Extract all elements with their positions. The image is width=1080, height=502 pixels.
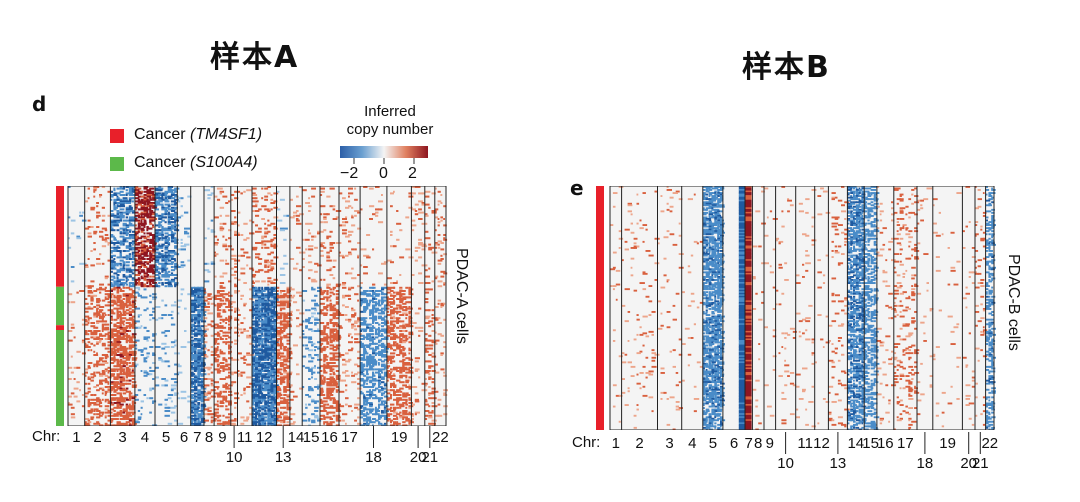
chr-label-19: 19: [391, 429, 408, 446]
legend-swatch-tm4sf1: [110, 129, 124, 143]
chr-label-3: 3: [118, 429, 126, 446]
chr-label-5: 5: [709, 435, 717, 452]
chr-label-13: 13: [275, 449, 292, 466]
scale-title: Inferred copy number: [332, 103, 448, 139]
chr-label-14: 14: [847, 435, 864, 452]
chr-label-21: 21: [972, 455, 989, 472]
legend-item-tm4sf1: Cancer (TM4SF1): [134, 126, 262, 144]
scale-tick-0: 0: [379, 165, 388, 182]
chr-prefix-e: Chr:: [572, 434, 601, 451]
panel-d-letter: d: [32, 92, 47, 116]
chr-label-6: 6: [180, 429, 188, 446]
chr-label-22: 22: [432, 429, 449, 446]
chr-label-6: 6: [730, 435, 738, 452]
chr-label-18: 18: [917, 455, 934, 472]
y-label-pdac-a: PDAC-A cells: [453, 248, 470, 345]
legend-label: Cancer: [134, 126, 186, 143]
heatmap-d-group-bar: [56, 286, 64, 326]
chr-label-1: 1: [72, 429, 80, 446]
chr-label-10: 10: [777, 455, 794, 472]
chr-label-9: 9: [766, 435, 774, 452]
chr-label-8: 8: [205, 429, 213, 446]
chr-label-8: 8: [754, 435, 762, 452]
heatmap-d-group-bar: [56, 186, 64, 287]
heatmap-d-cells: [68, 186, 448, 426]
chr-label-17: 17: [897, 435, 914, 452]
chr-label-16: 16: [877, 435, 894, 452]
heatmap-pdac-a: [56, 186, 448, 426]
chr-label-12: 12: [813, 435, 830, 452]
sample-b-title: 样本B: [742, 50, 831, 85]
chr-label-15: 15: [303, 429, 320, 446]
chr-label-20: 20: [960, 455, 977, 472]
chr-label-3: 3: [665, 435, 673, 452]
heatmap-d-group-bar: [56, 330, 64, 426]
chr-label-20: 20: [410, 449, 427, 466]
panel-e-letter: e: [570, 176, 584, 200]
legend-swatch-s100a4: [110, 157, 124, 171]
scale-title-line2: copy number: [346, 121, 434, 138]
chr-label-1: 1: [612, 435, 620, 452]
chr-label-9: 9: [218, 429, 226, 446]
legend-item-s100a4: Cancer (S100A4): [134, 154, 258, 172]
chr-label-11: 11: [797, 435, 813, 452]
chr-label-19: 19: [939, 435, 956, 452]
chr-label-15: 15: [862, 435, 879, 452]
chr-label-18: 18: [365, 449, 382, 466]
chr-label-13: 13: [830, 455, 847, 472]
chr-label-4: 4: [141, 429, 149, 446]
chr-label-11: 11: [237, 429, 253, 446]
chr-label-21: 21: [421, 449, 438, 466]
chr-label-2: 2: [93, 429, 101, 446]
chr-label-17: 17: [341, 429, 358, 446]
chr-label-5: 5: [162, 429, 170, 446]
chr-label-2: 2: [635, 435, 643, 452]
legend-label: Cancer: [134, 154, 186, 171]
chr-label-12: 12: [256, 429, 273, 446]
chr-label-10: 10: [226, 449, 243, 466]
chr-prefix-d: Chr:: [32, 428, 61, 445]
legend-gene: (TM4SF1): [190, 126, 263, 143]
scale-title-line1: Inferred: [364, 103, 416, 120]
sample-a-title: 样本A: [210, 40, 300, 75]
chr-label-7: 7: [193, 429, 201, 446]
legend-gene: (S100A4): [190, 154, 258, 171]
scale-tick-neg2: −2: [340, 165, 359, 182]
heatmap-d-group-bar: [56, 325, 64, 330]
heatmap-d-frame: [67, 186, 447, 426]
heatmap-pdac-b: [596, 186, 996, 430]
chr-label-16: 16: [321, 429, 338, 446]
chr-label-14: 14: [288, 429, 305, 446]
heatmap-e-cells: [610, 186, 996, 430]
chr-label-4: 4: [688, 435, 696, 452]
y-label-pdac-b: PDAC-B cells: [1005, 254, 1022, 351]
chr-label-7: 7: [745, 435, 753, 452]
color-scale-bar: [340, 146, 428, 158]
color-scale-ticks: [353, 158, 415, 164]
chr-label-22: 22: [981, 435, 998, 452]
scale-tick-2: 2: [408, 165, 417, 182]
heatmap-e-frame: [609, 186, 995, 430]
heatmap-e-group-bar: [596, 186, 604, 430]
